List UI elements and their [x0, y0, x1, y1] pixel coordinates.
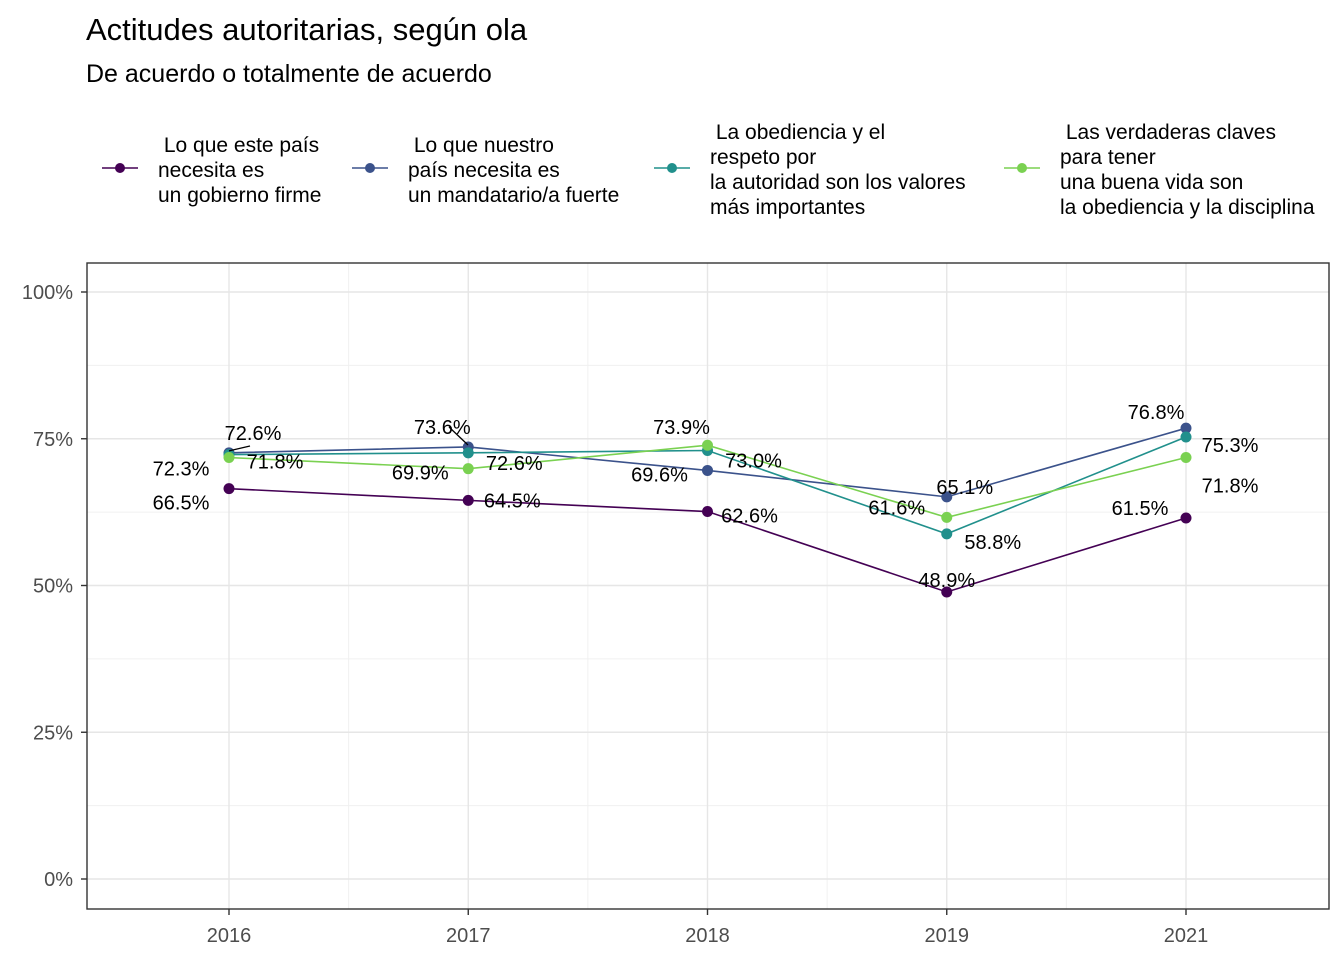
- data-point: [1180, 431, 1192, 443]
- data-label: 72.3%: [153, 459, 210, 481]
- data-point: [941, 586, 953, 598]
- data-label: 66.5%: [153, 493, 210, 515]
- chart-title: Actitudes autoritarias, según ola: [86, 12, 528, 47]
- chart-subtitle: De acuerdo o totalmente de acuerdo: [86, 60, 492, 88]
- data-label: 73.6%: [414, 417, 471, 439]
- y-tick-label: 100%: [22, 282, 73, 304]
- label-leader-line: [448, 426, 469, 446]
- data-point: [1180, 452, 1192, 464]
- data-point: [223, 452, 235, 464]
- legend-key-icon: [654, 163, 690, 173]
- data-point: [1180, 422, 1192, 434]
- y-tick-label: 0%: [44, 869, 73, 891]
- legend-label: Las verdaderas claves para tener una bue…: [1060, 121, 1315, 219]
- y-tick-label: 50%: [33, 576, 73, 598]
- data-point: [223, 483, 235, 495]
- data-label: 73.0%: [725, 450, 782, 472]
- data-label: 72.6%: [225, 423, 282, 445]
- data-point: [702, 439, 713, 451]
- data-point: [702, 464, 713, 476]
- data-label: 71.8%: [1202, 476, 1259, 498]
- data-label: 73.9%: [653, 417, 710, 439]
- data-point: [462, 494, 474, 506]
- data-label: 62.6%: [721, 506, 778, 528]
- x-tick-label: 2017: [446, 925, 491, 947]
- data-label: 65.1%: [936, 477, 993, 499]
- data-label: 75.3%: [1202, 435, 1259, 457]
- data-label: 69.6%: [631, 464, 688, 486]
- data-label: 71.8%: [247, 452, 304, 474]
- x-tick-label: 2019: [925, 925, 970, 947]
- x-tick-label: 2018: [685, 925, 730, 947]
- legend-key-icon: [1004, 163, 1040, 173]
- data-point: [702, 506, 713, 518]
- data-point: [1180, 512, 1192, 524]
- data-point: [941, 511, 953, 523]
- data-label: 58.8%: [964, 532, 1021, 554]
- data-point: [462, 447, 474, 459]
- y-tick-label: 25%: [33, 722, 73, 744]
- data-point: [462, 463, 474, 475]
- data-label: 61.6%: [868, 497, 925, 519]
- data-point: [941, 528, 953, 540]
- x-tick-label: 2016: [207, 925, 252, 947]
- data-label: 69.9%: [392, 463, 449, 485]
- data-label: 76.8%: [1128, 402, 1185, 424]
- legend-label: La obediencia y el respeto por la autori…: [710, 121, 966, 219]
- data-label: 72.6%: [486, 453, 543, 475]
- data-label: 61.5%: [1112, 498, 1169, 520]
- legend-label: Lo que nuestro país necesita es un manda…: [408, 134, 620, 207]
- legend-key-icon: [102, 163, 138, 173]
- data-point: [941, 491, 953, 503]
- data-label: 48.9%: [918, 570, 975, 592]
- legend-key-icon: [352, 163, 388, 173]
- label-leader-line: [228, 445, 251, 452]
- y-tick-label: 75%: [33, 429, 73, 451]
- data-label: 64.5%: [484, 490, 541, 512]
- x-tick-label: 2021: [1164, 925, 1209, 947]
- legend-label: Lo que este país necesita es un gobierno…: [158, 134, 322, 207]
